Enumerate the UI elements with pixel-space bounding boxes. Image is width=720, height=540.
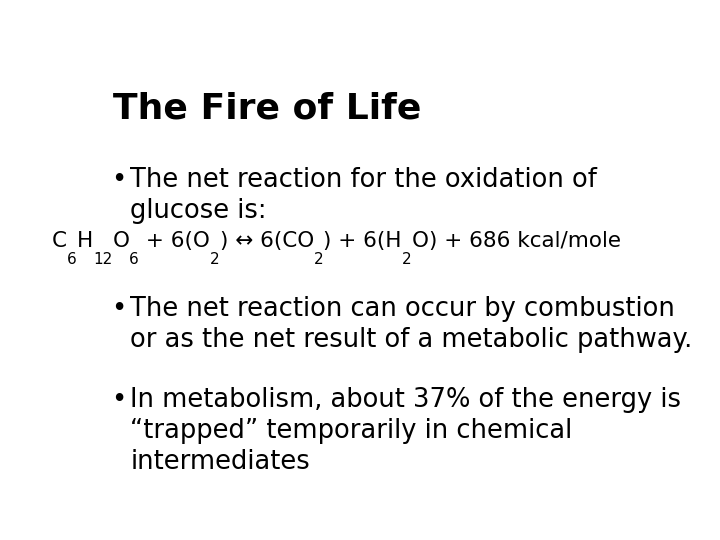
Text: 2: 2 (210, 252, 220, 267)
Text: 12: 12 (93, 252, 112, 267)
Text: 2: 2 (402, 252, 412, 267)
Text: ) ↔ 6(CO: ) ↔ 6(CO (220, 231, 314, 251)
Text: 6: 6 (130, 252, 139, 267)
Text: C: C (52, 231, 67, 251)
Text: •: • (111, 387, 127, 413)
Text: In metabolism, about 37% of the energy is
“trapped” temporarily in chemical
inte: In metabolism, about 37% of the energy i… (130, 387, 681, 475)
Text: 2: 2 (314, 252, 323, 267)
Text: ) + 6(H: ) + 6(H (323, 231, 402, 251)
Text: The Fire of Life: The Fire of Life (114, 92, 422, 126)
Text: The net reaction for the oxidation of
glucose is:: The net reaction for the oxidation of gl… (130, 167, 597, 224)
Text: H: H (77, 231, 93, 251)
Text: The net reaction can occur by combustion
or as the net result of a metabolic pat: The net reaction can occur by combustion… (130, 295, 693, 353)
Text: •: • (111, 167, 127, 193)
Text: O) + 686 kcal/mole: O) + 686 kcal/mole (412, 231, 621, 251)
Text: 6: 6 (67, 252, 77, 267)
Text: O: O (112, 231, 130, 251)
Text: + 6(O: + 6(O (139, 231, 210, 251)
Text: •: • (111, 295, 127, 321)
